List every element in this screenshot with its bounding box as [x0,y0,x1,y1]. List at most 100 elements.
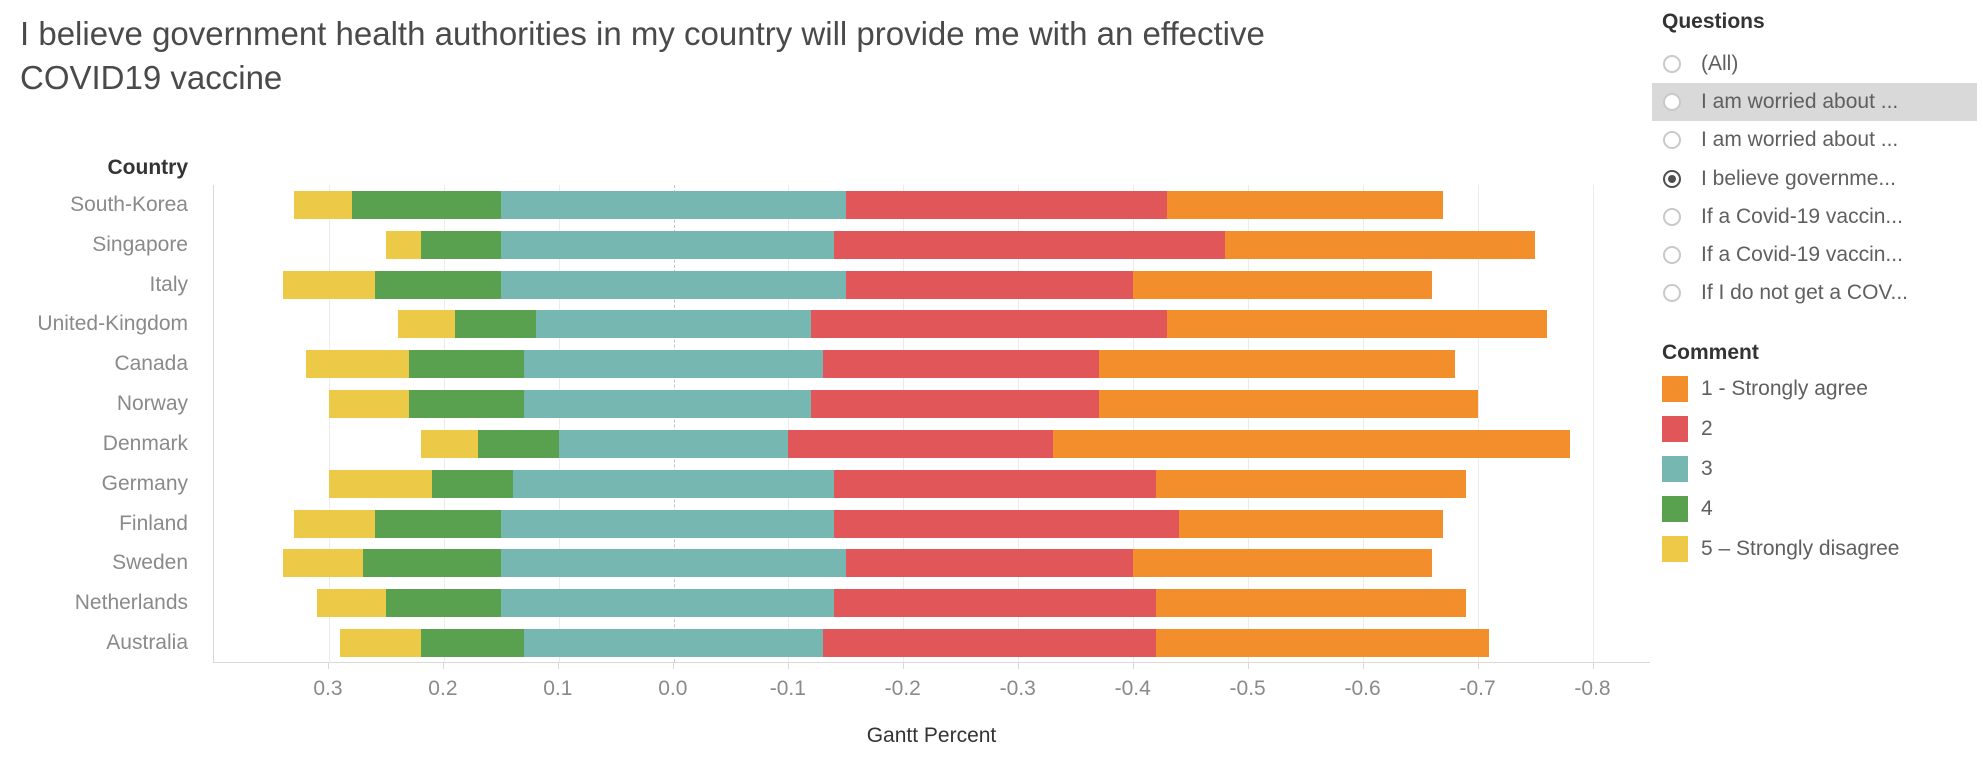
legend-item[interactable]: 3 [1652,449,1977,489]
bar-segment[interactable] [294,509,375,538]
bar-segment[interactable] [1132,270,1432,299]
question-radio-option[interactable]: (All) [1652,45,1977,83]
radio-button-icon[interactable] [1663,55,1681,74]
x-tick-label: 0.3 [313,677,343,700]
gridline [1477,185,1479,662]
bar-segment[interactable] [788,429,1053,458]
bar-segment[interactable] [1052,429,1570,458]
bar-segment[interactable] [397,310,456,339]
bar-segment[interactable] [1224,230,1536,259]
bar-segment[interactable] [351,191,502,219]
legend-swatch[interactable] [1662,456,1688,482]
radio-button-icon[interactable] [1663,169,1681,188]
bar-segment[interactable] [1155,589,1467,618]
question-radio-option[interactable]: If a Covid-19 vaccin... [1652,198,1977,236]
bar-segment[interactable] [420,429,479,458]
bar-segment[interactable] [834,589,1156,618]
bar-segment[interactable] [845,270,1133,299]
bar-segment[interactable] [294,191,352,219]
legend-swatch[interactable] [1662,376,1688,402]
question-radio-option[interactable]: I am worried about ... [1652,83,1977,122]
x-tick-label: -0.7 [1459,677,1496,700]
bar-segment[interactable] [374,509,502,538]
radio-button-icon[interactable] [1663,246,1681,265]
bar-segment[interactable] [834,469,1156,498]
legend-item[interactable]: 2 [1652,409,1977,449]
bar-segment[interactable] [535,310,812,339]
bar-segment[interactable] [282,549,364,578]
plot-area [213,185,1650,663]
bar-segment[interactable] [811,390,1099,419]
bar-segment[interactable] [1178,509,1444,538]
bar-segment[interactable] [409,350,525,379]
bar-segment[interactable] [822,350,1099,379]
bar-row [214,384,1650,424]
radio-button-icon[interactable] [1663,207,1681,226]
question-radio-option[interactable]: I believe governme... [1652,160,1977,198]
bar-segment[interactable] [478,429,559,458]
radio-button-icon[interactable] [1663,131,1681,150]
bar-segment[interactable] [1155,469,1467,498]
bar-segment[interactable] [1155,629,1490,658]
radio-button-icon[interactable] [1663,93,1681,112]
stacked-bar-finland [294,509,1444,538]
country-label: Australia [106,631,188,655]
bar-row [214,304,1650,344]
legend-swatch[interactable] [1662,496,1688,522]
bar-segment[interactable] [305,350,410,379]
bar-segment[interactable] [811,310,1168,339]
country-label: Canada [114,352,188,376]
bar-row [214,265,1650,305]
bar-segment[interactable] [420,230,502,259]
bar-segment[interactable] [558,429,789,458]
bar-segment[interactable] [1098,390,1478,419]
bar-segment[interactable] [822,629,1156,658]
question-radio-option[interactable]: If a Covid-19 vaccin... [1652,236,1977,274]
bar-row [214,185,1650,225]
bar-segment[interactable] [501,191,846,219]
bar-segment[interactable] [834,230,1225,259]
bar-segment[interactable] [524,390,812,419]
bar-segment[interactable] [845,549,1133,578]
zero-gridline [673,185,675,662]
question-radio-option[interactable]: If I do not get a COV... [1652,274,1977,312]
bar-segment[interactable] [524,350,823,379]
bar-segment[interactable] [409,390,525,419]
bar-segment[interactable] [1132,549,1432,578]
bar-segment[interactable] [1167,191,1444,219]
bar-segment[interactable] [1167,310,1547,339]
bar-segment[interactable] [317,589,387,618]
question-radio-option[interactable]: I am worried about ... [1652,121,1977,159]
bar-segment[interactable] [501,230,835,259]
legend-swatch[interactable] [1662,536,1688,562]
bar-segment[interactable] [282,270,375,299]
bar-segment[interactable] [501,509,835,538]
bar-segment[interactable] [501,549,846,578]
bar-segment[interactable] [501,270,846,299]
bar-segment[interactable] [524,629,823,658]
bar-segment[interactable] [455,310,536,339]
bar-segment[interactable] [386,589,502,618]
bar-segment[interactable] [834,509,1179,538]
radio-button-icon[interactable] [1663,284,1681,303]
bar-segment[interactable] [501,589,835,618]
bar-segment[interactable] [386,230,421,259]
country-label: Norway [116,392,188,416]
bar-segment[interactable] [328,390,410,419]
x-axis-title: Gantt Percent [866,724,997,747]
bar-segment[interactable] [328,469,433,498]
bar-segment[interactable] [512,469,835,498]
bar-segment[interactable] [845,191,1168,219]
bar-segment[interactable] [363,549,502,578]
legend-item[interactable]: 4 [1652,489,1977,529]
bar-segment[interactable] [420,629,525,658]
legend-item[interactable]: 1 - Strongly agree [1652,369,1977,409]
x-tick-label: -0.1 [769,677,806,700]
legend-swatch[interactable] [1662,416,1688,442]
bar-segment[interactable] [432,469,513,498]
legend-item[interactable]: 5 – Strongly disagree [1652,529,1977,569]
bar-segment[interactable] [340,629,421,658]
bar-segment[interactable] [374,270,502,299]
bar-segment[interactable] [1098,350,1455,379]
legend-title: Comment [1662,341,1759,364]
